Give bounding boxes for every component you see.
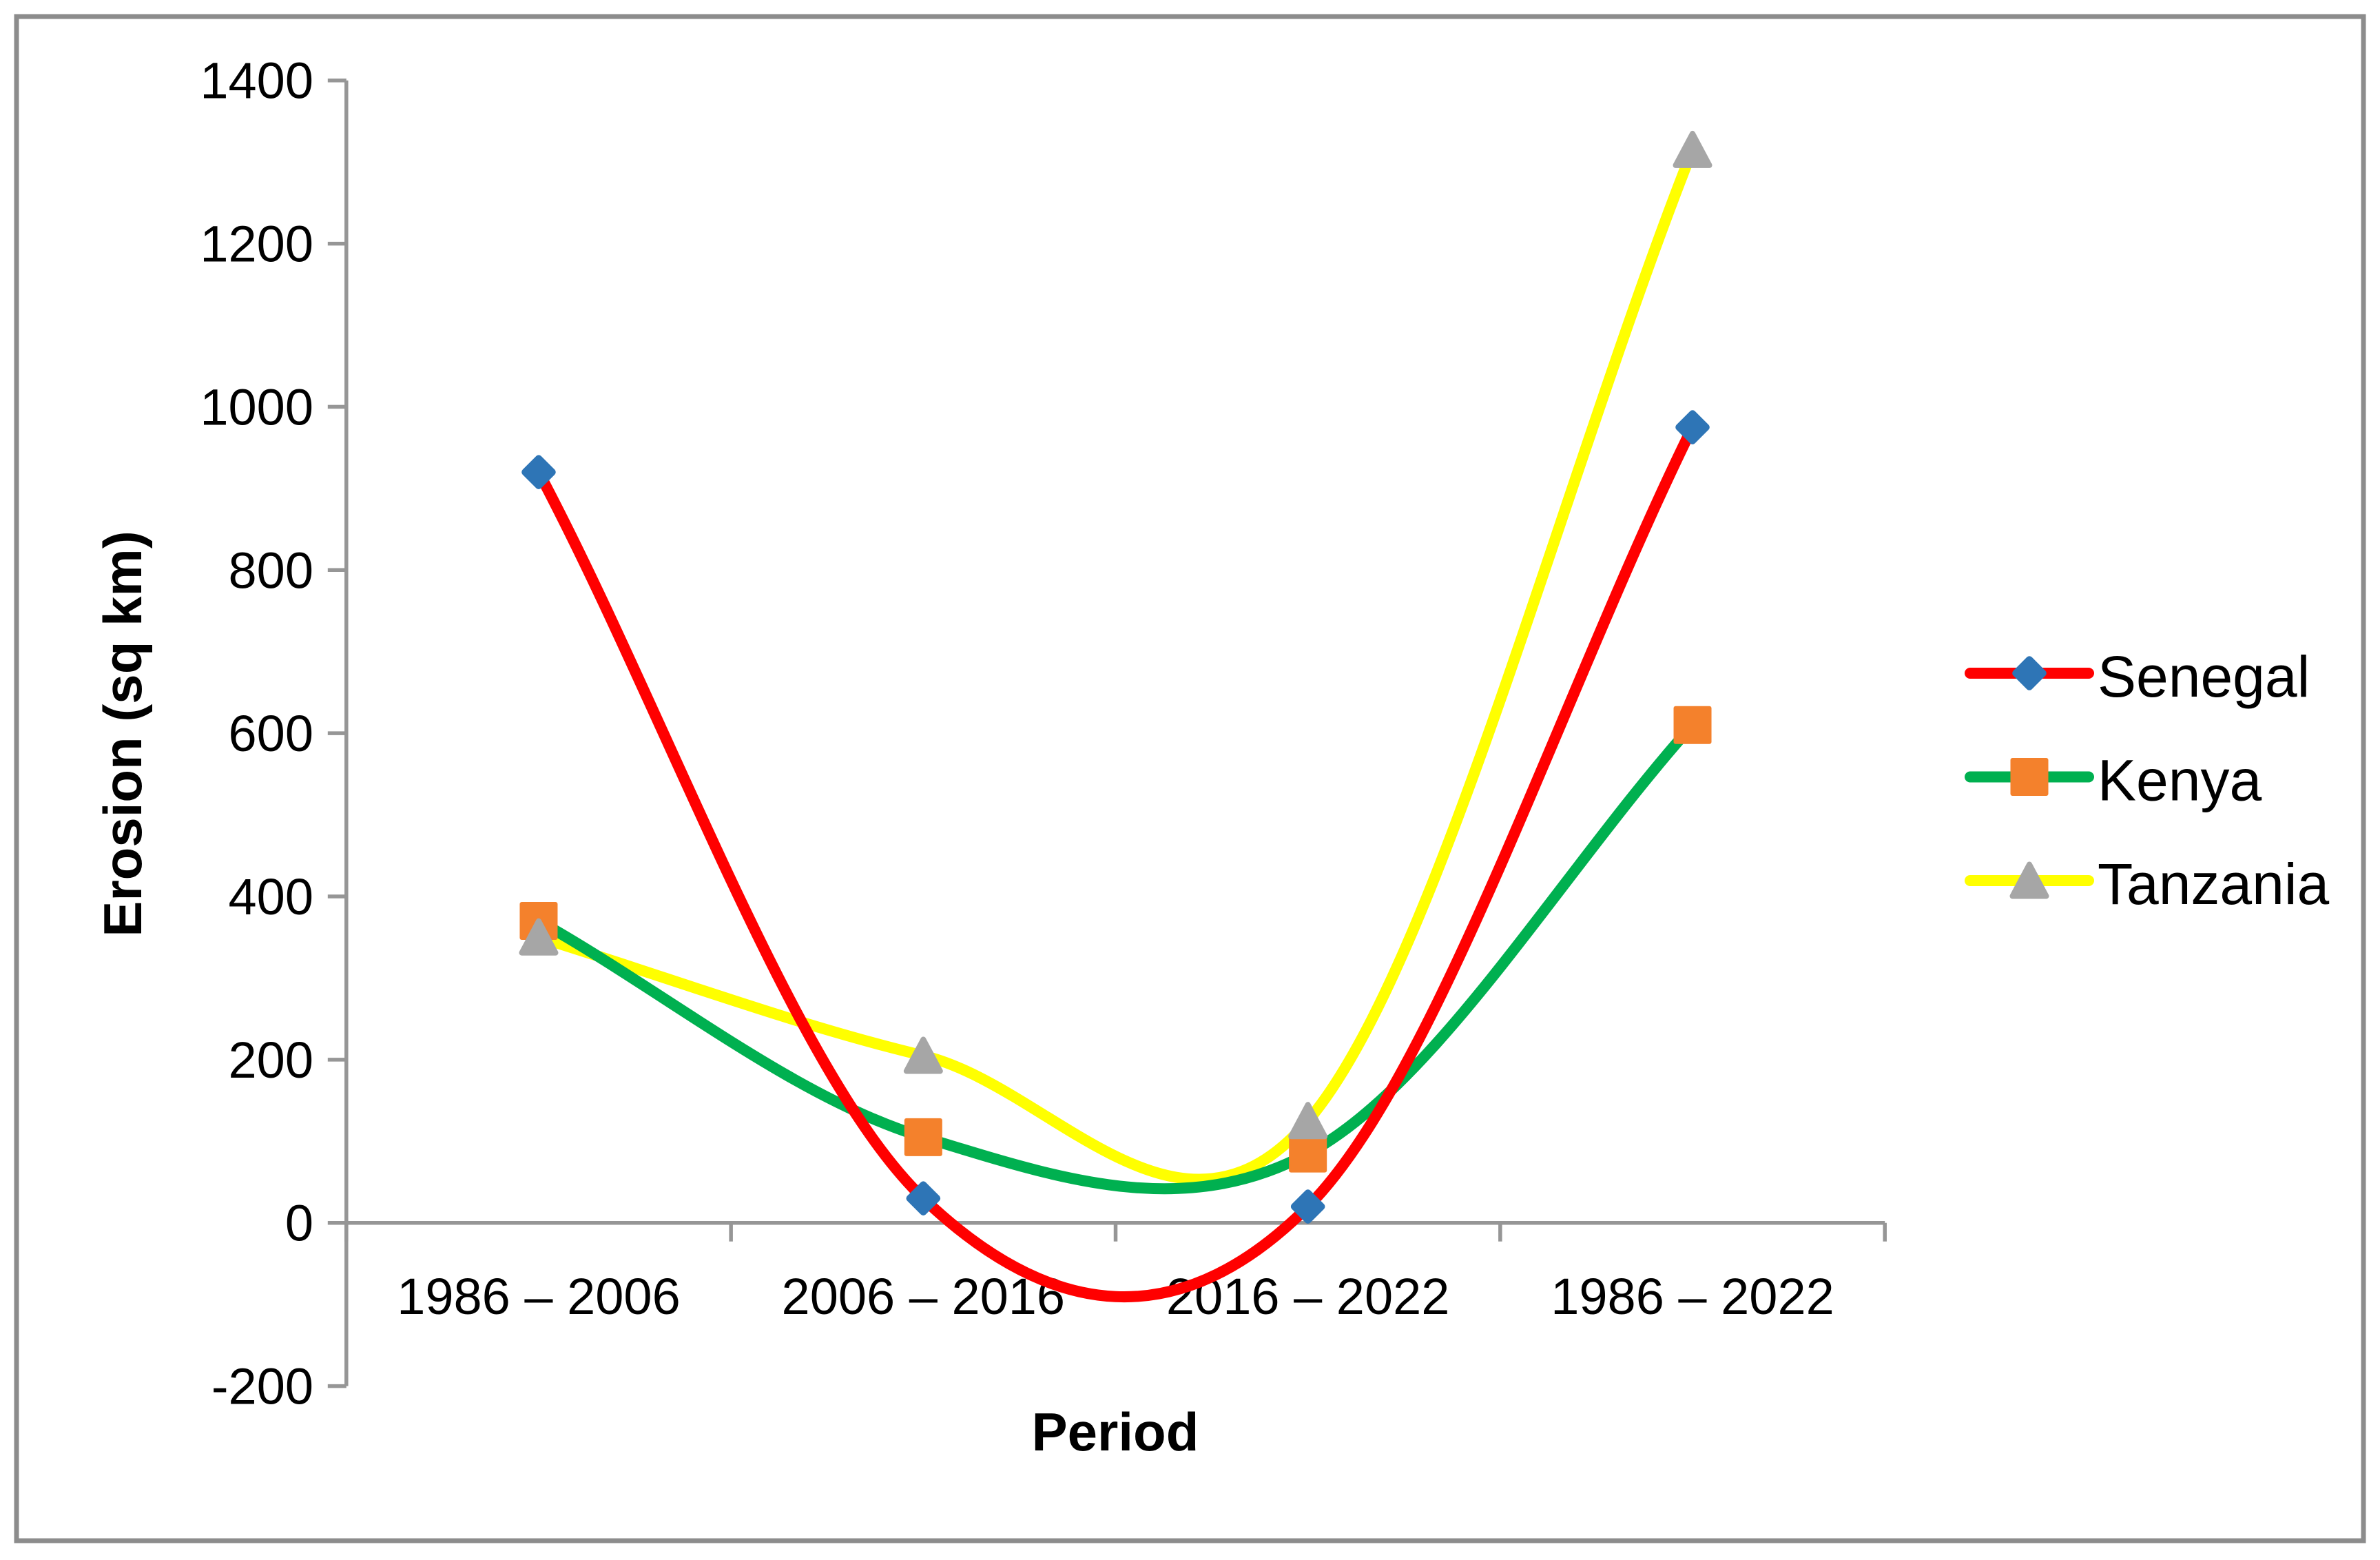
y-tick-label: 600 [229,705,313,762]
category-label: 1986 – 2006 [397,1268,681,1325]
y-tick-label: 200 [229,1032,313,1089]
y-axis-title: Erosion (sq km) [92,531,153,936]
series-lines [533,144,1698,1302]
series-markers [519,130,1712,1224]
legend-marker-triangle [2009,861,2049,899]
marker-tanzania-3 [1673,130,1712,168]
y-tick-label: 800 [229,542,313,599]
y-tick-label: 1200 [200,216,313,273]
marker-tanzania-2 [1288,1102,1328,1140]
marker-kenya-2 [1289,1134,1327,1173]
category-label: 1986 – 2022 [1551,1268,1834,1325]
legend: Senegal Kenya Tanzania [1965,644,2330,916]
legend-marker-diamond [2012,656,2047,690]
category-label: 2006 – 2016 [782,1268,1066,1325]
marker-tanzania-1 [903,1036,943,1074]
y-tick-label: 400 [229,868,313,925]
legend-label: Senegal [2098,644,2310,709]
axes: 1400 1200 1000 800 600 400 200 0 -200 1986 – 2006… [200,52,1887,1415]
y-tick-label: 1000 [200,378,313,435]
y-tick-label: -200 [211,1358,313,1415]
legend-marker-square [2010,758,2049,796]
legend-item-tanzania: Tanzania [1965,852,2330,916]
y-tick-label: 0 [285,1195,313,1252]
legend-item-kenya: Kenya [1965,748,2262,813]
marker-kenya-1 [904,1118,942,1156]
series-line-senegal [533,422,1698,1302]
marker-senegal-2 [1290,1189,1325,1224]
y-tick-label: 1400 [200,52,313,110]
marker-tanzania-0 [519,918,559,956]
series-line-tanzania [533,144,1698,1185]
marker-kenya-3 [1673,706,1712,744]
marker-senegal-3 [1675,410,1710,444]
marker-senegal-0 [521,455,556,489]
series-line-kenya [533,719,1698,1195]
chart-border [14,14,2366,1543]
marker-senegal-1 [906,1181,941,1216]
x-axis-title: Period [1032,1402,1199,1462]
legend-label: Kenya [2098,748,2262,813]
legend-label: Tanzania [2098,852,2330,916]
legend-item-senegal: Senegal [1965,644,2310,709]
